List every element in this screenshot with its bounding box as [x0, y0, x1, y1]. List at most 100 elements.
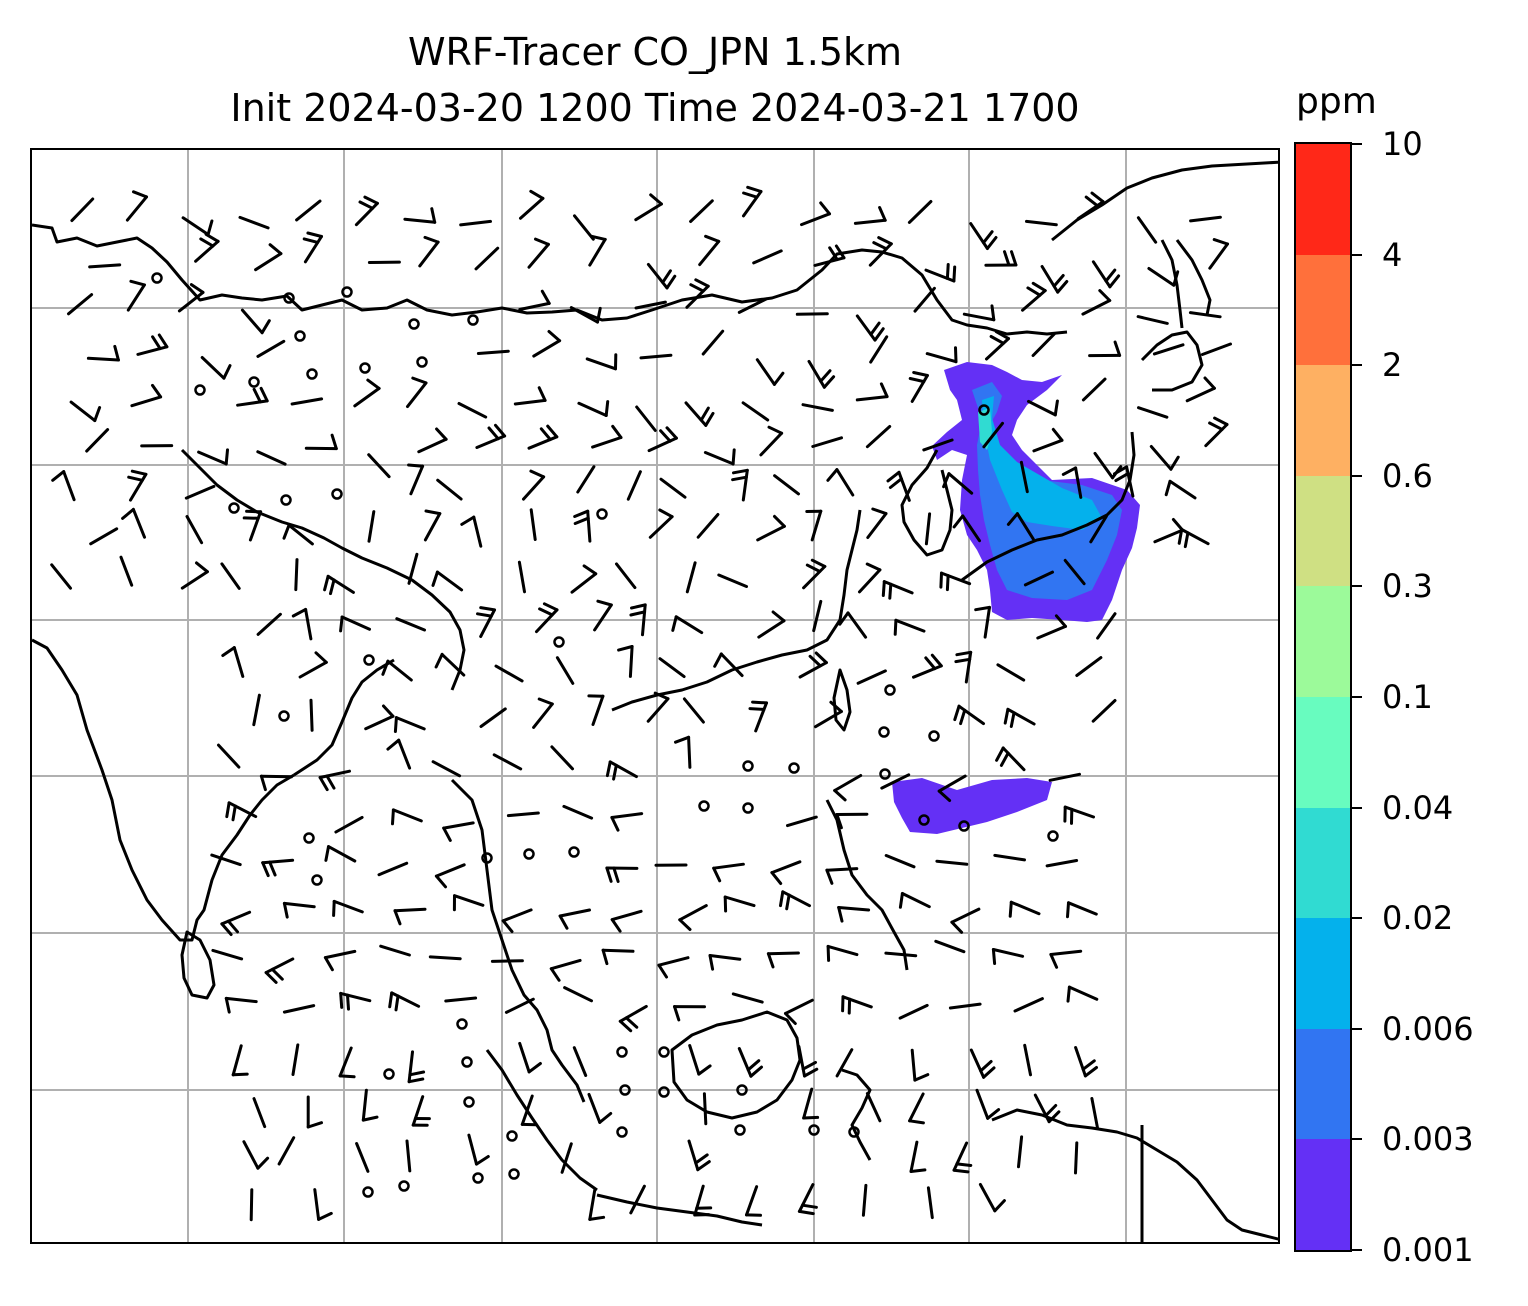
wind-barb [798, 651, 828, 679]
wind-barb [282, 901, 316, 919]
wind-barb [431, 760, 462, 778]
wind-barb [615, 562, 637, 590]
wind-barb [184, 484, 216, 500]
calm-wind-marker [879, 768, 891, 780]
wind-barb [884, 854, 916, 869]
calm-wind-marker [978, 404, 990, 416]
wind-barb [755, 358, 785, 386]
wind-barb [610, 812, 644, 832]
calm-wind-marker [280, 494, 292, 506]
colorbar-tick [1352, 1249, 1362, 1251]
wind-barb [884, 951, 918, 958]
colorbar [1294, 142, 1352, 1252]
wind-barb [381, 659, 413, 682]
wind-barb [324, 845, 357, 863]
coast-north-asia [32, 223, 1068, 336]
coast-taiwan [832, 668, 852, 732]
wind-barb [752, 249, 783, 265]
wind-barb [978, 1183, 1006, 1213]
wind-barb [731, 992, 764, 1004]
wind-barb [367, 453, 391, 479]
calm-wind-markers [151, 272, 1059, 1198]
wind-barb [953, 704, 985, 726]
wind-barb [393, 907, 427, 926]
colorbar-tick-label: 0.001 [1382, 1231, 1474, 1269]
wind-barb [770, 860, 802, 885]
graticule [32, 150, 1278, 1242]
wind-barb [937, 774, 967, 802]
coast-korea [900, 449, 954, 557]
co-plume-pacific [892, 778, 1052, 834]
colorbar-tick [1352, 585, 1362, 588]
wind-barb [1006, 512, 1035, 541]
calm-wind-marker [416, 356, 428, 368]
wind-barb [434, 652, 466, 677]
wind-barb [866, 507, 888, 539]
wind-barb [295, 199, 322, 222]
wind-barb [570, 564, 598, 594]
wind-barb [573, 214, 595, 241]
wind-barb [687, 1139, 711, 1172]
wind-barb [1091, 699, 1117, 723]
wind-barb [51, 470, 76, 502]
wind-barb [436, 478, 463, 501]
wind-barb [220, 562, 241, 590]
wind-barb [693, 1184, 713, 1217]
wind-barb [745, 1185, 762, 1217]
wind-barb [194, 232, 220, 263]
colorbar-tick-label: 0.04 [1382, 788, 1454, 827]
wind-barb [1136, 216, 1158, 244]
calm-wind-marker [918, 814, 930, 826]
wind-barb [364, 704, 395, 731]
wind-barb [535, 602, 559, 634]
wind-barb [712, 862, 745, 883]
wind-barb [1149, 445, 1180, 471]
colorbar-tick [1352, 806, 1362, 809]
calm-wind-marker [508, 1168, 520, 1180]
wind-barb [952, 514, 981, 543]
wind-barb [886, 470, 911, 502]
wind-barb [985, 330, 1010, 361]
wind-barb [974, 605, 991, 639]
wind-barb [126, 279, 146, 312]
colorbar-segment [1296, 807, 1350, 919]
wind-barb [520, 1094, 538, 1127]
wind-barb [494, 664, 524, 683]
wind-barb [601, 948, 635, 966]
wind-barb [868, 236, 893, 267]
wind-barb [962, 304, 996, 322]
coast-sakhalin [1160, 239, 1184, 329]
wind-barb [242, 509, 263, 542]
wind-barb [924, 512, 932, 546]
wind-barb [282, 523, 314, 546]
wind-barb [304, 433, 338, 451]
wind-barb [298, 651, 328, 679]
wind-barb [950, 907, 981, 934]
calm-wind-marker [383, 1068, 395, 1080]
coast-sri-lanka [180, 930, 216, 1000]
wind-barb [835, 812, 869, 830]
wind-barb [457, 402, 488, 419]
colorbar-tick-label: 10 [1382, 125, 1423, 163]
wind-barb [476, 349, 510, 355]
wind-barb [766, 951, 800, 969]
wind-barb [467, 1133, 490, 1166]
wind-barb [86, 344, 120, 362]
wind-barb [355, 1142, 370, 1173]
co-plume-japan-inner [982, 396, 1102, 530]
calm-wind-marker [928, 730, 940, 742]
wind-barb [550, 745, 574, 771]
wind-barb [407, 463, 425, 496]
calm-wind-marker [596, 508, 608, 520]
wind-barb [865, 425, 892, 449]
coast-sulawesi [841, 1068, 872, 1161]
wind-barb [1200, 342, 1232, 356]
wind-barb [197, 448, 229, 466]
wind-barb [647, 426, 678, 453]
wind-barb [302, 231, 323, 264]
wind-barb [805, 509, 823, 542]
wind-barb [673, 1005, 706, 1022]
wind-barb [926, 1186, 934, 1220]
colorbar-segment [1296, 1138, 1350, 1250]
wind-barb [563, 986, 593, 1003]
